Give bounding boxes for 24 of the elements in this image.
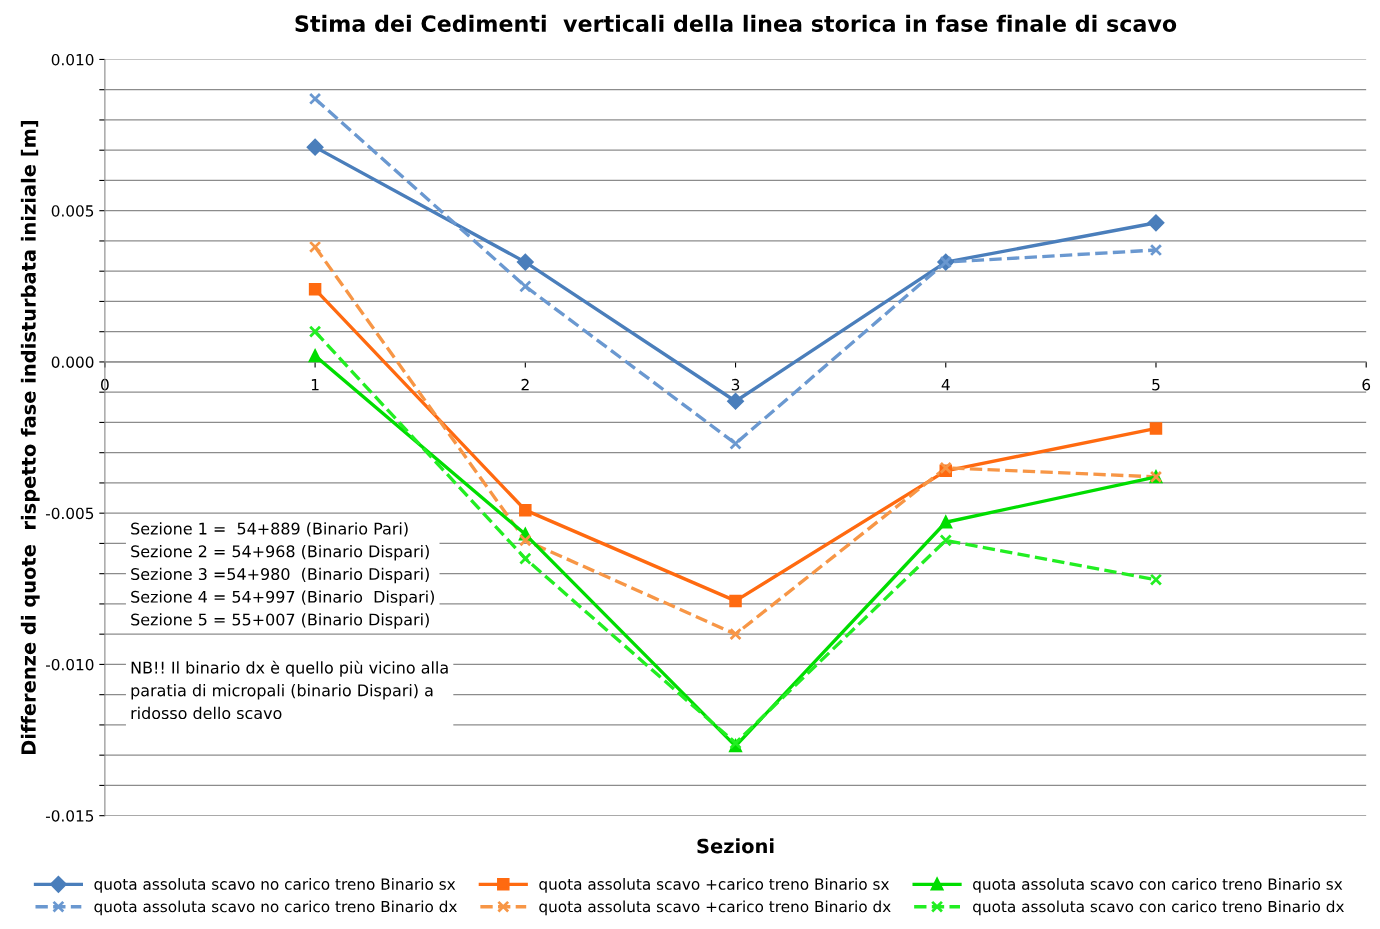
legend-label: quota assoluta scavo +carico treno Binario dx — [539, 900, 891, 916]
y-tick-label: -0.015 — [45, 810, 94, 822]
chart-title: Stima dei Cedimenti verticali della linea storica in fase finale di scavo — [295, 14, 1177, 32]
x-tick-label: 1 — [311, 379, 319, 391]
legend-label: quota assoluta scavo +carico treno Binario sx — [539, 878, 889, 893]
x-tick-label: 0 — [101, 378, 109, 391]
annotation: NB!! Il binario dx è quello più vicino alla paratia di micropali (binario Dispari) a ridosso dello scavo — [131, 660, 448, 720]
x-axis-title: Sezioni — [697, 838, 774, 854]
x-tick-label: 5 — [1152, 379, 1160, 391]
legend-label: quota assoluta scavo no carico treno Binario sx — [94, 878, 456, 893]
x-tick-label: 4 — [941, 379, 950, 391]
y-tick-label: 0.005 — [51, 205, 94, 217]
y-axis-title: Differenze di quote rispetto fase indisturbata iniziale [m] — [20, 120, 40, 755]
x-tick-label: 3 — [731, 378, 740, 391]
y-tick-label: 0.010 — [51, 53, 94, 66]
legend-label: quota assoluta scavo no carico treno Binario dx — [94, 900, 457, 916]
x-tick-label: 6 — [1362, 378, 1371, 391]
y-tick-label: 0.000 — [51, 356, 94, 368]
legend-label: quota assoluta scavo con carico treno Binario sx — [973, 878, 1343, 893]
x-tick-label: 2 — [521, 378, 529, 391]
y-tick-label: -0.005 — [45, 507, 94, 520]
annotation: Sezione 1 = 54+889 (Binario Pari) Sezione 2 = 54+968 (Binario Dispari) Sezione 3 =54+980 (Binario Dispari) Sezione 4 = 54+997 (Binario Dispari) Sezione 5 = 55+007 (Binario Dispari) — [131, 522, 434, 629]
y-tick-label: -0.010 — [45, 658, 94, 671]
legend-label: quota assoluta scavo con carico treno Binario dx — [973, 900, 1344, 916]
